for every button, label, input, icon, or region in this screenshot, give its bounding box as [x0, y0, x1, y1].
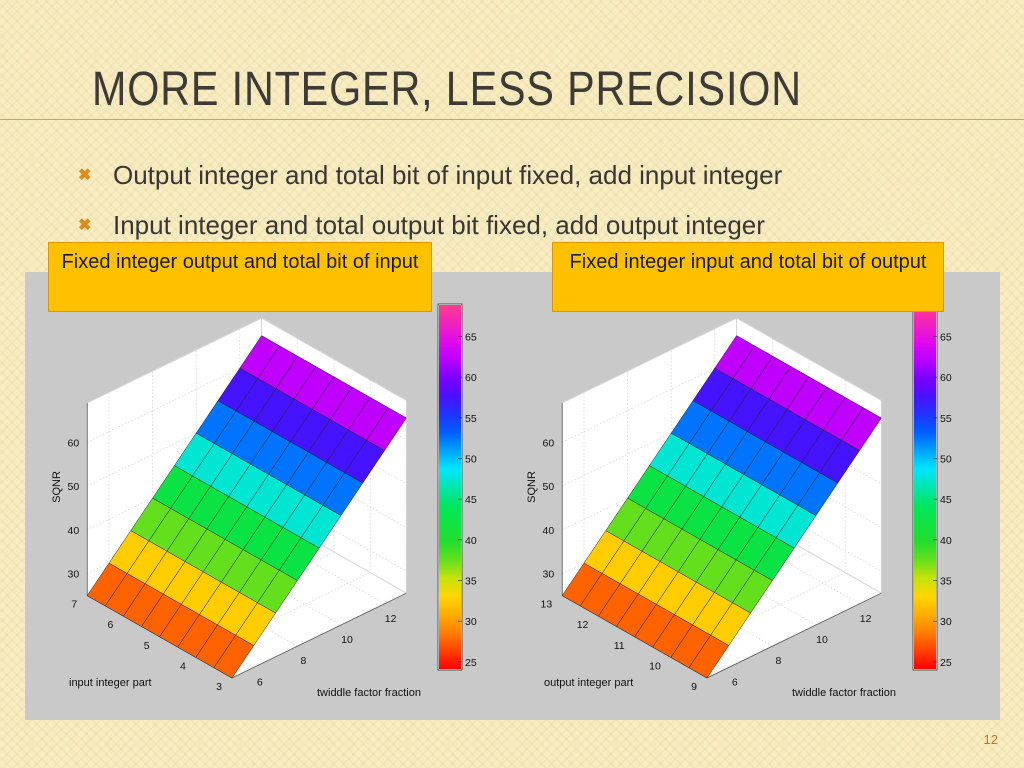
colorbar-tick-label: 25: [940, 657, 952, 669]
surface-plot: 30 40 50 60 9 10 11 12 13 6 8 10 12 output integer pa…: [526, 303, 952, 699]
colorbar-tick-label: 45: [940, 494, 952, 506]
x-tick-label: 12: [385, 613, 397, 625]
x-axis-title: twiddle factor fraction: [792, 687, 896, 699]
surface-patch: [366, 407, 407, 451]
x-bullet-icon: ✖: [78, 217, 92, 234]
y-tick-label: 12: [577, 619, 589, 631]
colorbar-tick-label: 55: [940, 413, 952, 425]
x-tick-label: 10: [341, 634, 353, 646]
colorbar: [439, 305, 461, 669]
x-tick-label: 6: [732, 676, 738, 688]
colorbar-tick-label: 50: [465, 454, 477, 466]
colorbar-tick-label: 60: [465, 372, 477, 384]
colorbar-tick-label: 40: [465, 535, 477, 547]
surface-patch: [841, 407, 882, 451]
y-tick-label: 6: [108, 619, 114, 631]
page-number: 12: [983, 732, 998, 747]
slide-title: More Integer, Less Precision: [92, 63, 802, 116]
colorbar-tick-label: 65: [940, 332, 952, 344]
colorbar: [914, 305, 936, 669]
title-divider: [0, 119, 1024, 120]
colorbar-tick-label: 50: [940, 454, 952, 466]
y-tick-label: 11: [614, 640, 625, 652]
gridline-x: [195, 349, 342, 626]
gridline-x: [583, 392, 729, 668]
colorbar-tick-label: 60: [940, 372, 952, 384]
y-axis-title: input integer part: [69, 677, 152, 689]
y-tick-label: 9: [691, 681, 697, 693]
callout-right: Fixed integer input and total bit of out…: [552, 242, 944, 312]
y-tick-label: 3: [216, 681, 222, 693]
z-tick-label: 50: [543, 481, 555, 493]
z-axis-title: SQNR: [526, 471, 538, 503]
colorbar-tick-label: 30: [940, 616, 952, 628]
x-tick-label: 8: [775, 655, 781, 667]
z-tick-label: 50: [68, 481, 80, 493]
x-bullet-icon: ✖: [78, 167, 92, 184]
z-tick-label: 60: [543, 437, 555, 449]
bullet-text: Input integer and total output bit fixed…: [113, 209, 765, 240]
x-tick-label: 10: [816, 634, 828, 646]
bullet-text: Output integer and total bit of input fi…: [113, 159, 783, 190]
y-tick-label: 7: [71, 599, 77, 611]
z-tick-label: 60: [68, 437, 80, 449]
z-tick-label: 30: [68, 569, 80, 581]
x-tick-label: 12: [860, 613, 872, 625]
callout-left: Fixed integer output and total bit of in…: [48, 242, 432, 312]
y-axis-title: output integer part: [544, 677, 633, 689]
y-tick-label: 10: [649, 660, 661, 672]
colorbar-tick-label: 45: [465, 494, 477, 506]
z-tick-label: 40: [68, 525, 80, 537]
colorbar-tick-label: 35: [940, 576, 952, 588]
gridline-x: [627, 371, 773, 647]
colorbar-tick-label: 25: [465, 657, 477, 669]
x-tick-label: 8: [300, 655, 306, 667]
colorbar-tick-label: 65: [465, 332, 477, 344]
y-tick-label: 4: [180, 660, 186, 672]
bullet-list: ✖ Output integer and total bit of input …: [78, 150, 782, 250]
colorbar-tick-label: 55: [465, 413, 477, 425]
bullet-item: ✖ Output integer and total bit of input …: [78, 150, 782, 200]
gridline-y: [706, 400, 882, 679]
colorbar-tick-label: 40: [940, 535, 952, 547]
y-tick-label: 5: [144, 640, 150, 652]
x-axis-title: twiddle factor fraction: [317, 687, 421, 699]
colorbar-tick-label: 35: [465, 576, 477, 588]
y-tick-label: 13: [541, 599, 553, 611]
x-axis-line: [706, 592, 882, 679]
z-axis-title: SQNR: [51, 471, 63, 503]
z-tick-label: 40: [543, 525, 555, 537]
z-tick-label: 30: [543, 569, 555, 581]
gridline-x: [670, 349, 817, 626]
x-axis-line: [231, 592, 407, 679]
x-tick-label: 6: [257, 676, 263, 688]
gridline-x: [108, 392, 254, 668]
colorbar-tick-label: 30: [465, 616, 477, 628]
gridline-x: [152, 371, 298, 647]
bullet-item: ✖ Input integer and total output bit fix…: [78, 200, 782, 250]
